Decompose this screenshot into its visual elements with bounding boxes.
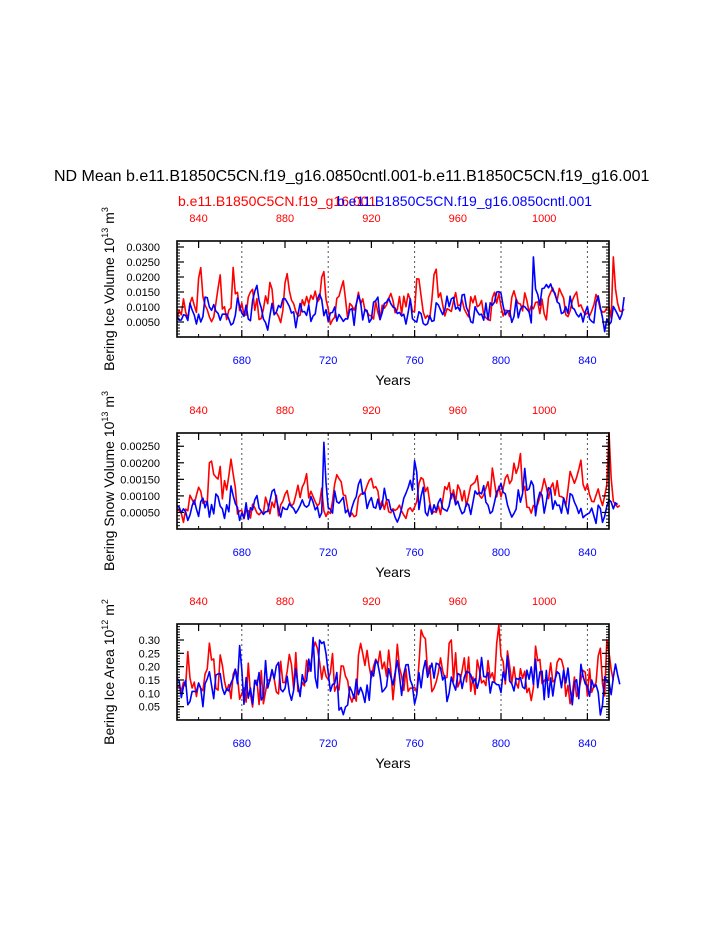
bottom-tick-label: 760 xyxy=(405,738,423,750)
bottom-tick-label: 720 xyxy=(319,738,337,750)
bottom-tick-label: 680 xyxy=(233,547,251,559)
bottom-tick-label: 840 xyxy=(578,738,596,750)
bottom-tick-label: 720 xyxy=(319,547,337,559)
series-line-blue xyxy=(176,256,625,333)
top-tick-label: 840 xyxy=(189,405,207,417)
y-tick-label: 0.00100 xyxy=(120,491,160,503)
charts-group: 680 720 760 800 840 840 880 920 960 1000 0.0050 0.0… xyxy=(100,207,625,771)
top-tick-label: 840 xyxy=(189,213,207,225)
top-tick-label: 880 xyxy=(276,405,294,417)
y-tick-label: 0.10 xyxy=(139,688,160,700)
y-axis-label-part: m xyxy=(101,604,117,620)
top-tick-label: 960 xyxy=(449,405,467,417)
y-tick-label: 0.00200 xyxy=(120,458,160,470)
top-tick-label: 880 xyxy=(276,596,294,608)
top-tick-label: 960 xyxy=(449,596,467,608)
y-axis-label-part: m xyxy=(101,212,117,228)
bottom-tick-label: 800 xyxy=(492,547,510,559)
y-tick-label: 0.30 xyxy=(139,635,160,647)
top-tick-label: 1000 xyxy=(532,596,556,608)
bottom-tick-label: 840 xyxy=(578,547,596,559)
y-tick-label: 0.15 xyxy=(139,675,160,687)
y-axis-label-part: Bering Snow Volume 10 xyxy=(101,421,117,571)
bottom-tick-label: 800 xyxy=(492,355,510,367)
series-line-blue xyxy=(176,441,619,525)
top-tick-label: 920 xyxy=(362,405,380,417)
y-axis-label-part: Bering Ice Area 10 xyxy=(101,629,117,744)
top-tick-label: 920 xyxy=(362,596,380,608)
top-tick-label: 880 xyxy=(276,213,294,225)
y-tick-label: 0.00150 xyxy=(120,474,160,486)
y-tick-label: 0.25 xyxy=(139,648,160,660)
top-tick-label: 1000 xyxy=(532,405,556,417)
y-tick-label: 0.0250 xyxy=(126,257,160,269)
chart-panel-1: 680 720 760 800 840 840 880 920 960 1000 0.0050 0.0… xyxy=(100,207,625,388)
y-axis-label-part: 12 xyxy=(100,620,110,630)
y-tick-label: 0.0200 xyxy=(126,272,160,284)
chart-panel-2: 680 720 760 800 840 840 880 920 960 1000 0.00050 0.… xyxy=(100,391,621,580)
top-tick-label: 1000 xyxy=(532,213,556,225)
figure-title: ND Mean b.e11.B1850C5CN.f19_g16.0850cntl… xyxy=(54,168,649,185)
y-tick-label: 0.0100 xyxy=(126,302,160,314)
bottom-tick-label: 680 xyxy=(233,355,251,367)
legend-label-blue: b.e11.B1850C5CN.f19_g16.0850cntl.001 xyxy=(337,193,592,209)
y-axis-label-part: m xyxy=(101,396,117,412)
bottom-tick-label: 760 xyxy=(405,547,423,559)
y-axis-label-part: Bering Ice Volume 10 xyxy=(101,238,117,371)
y-axis-label: Bering Snow Volume 1013 m3 xyxy=(100,391,117,571)
top-tick-label: 960 xyxy=(449,213,467,225)
y-tick-label: 0.20 xyxy=(139,662,160,674)
series-line-blue xyxy=(176,636,621,716)
y-tick-label: 0.0300 xyxy=(126,242,160,254)
y-axis-label-part: 2 xyxy=(100,599,110,604)
y-axis-label-part: 3 xyxy=(100,207,110,212)
bottom-tick-label: 760 xyxy=(405,355,423,367)
top-tick-label: 840 xyxy=(189,596,207,608)
y-tick-label: 0.00050 xyxy=(120,507,160,519)
x-axis-label: Years xyxy=(375,564,410,580)
y-tick-label: 0.00250 xyxy=(120,441,160,453)
series-line-red xyxy=(176,256,625,326)
y-axis-label-part: 13 xyxy=(100,412,110,422)
y-axis-label: Bering Ice Volume 1013 m3 xyxy=(100,207,117,371)
y-tick-label: 0.0150 xyxy=(126,287,160,299)
y-tick-label: 0.0050 xyxy=(126,317,160,329)
bottom-tick-label: 720 xyxy=(319,355,337,367)
x-axis-label: Years xyxy=(375,755,410,771)
y-tick-label: 0.05 xyxy=(139,702,160,714)
y-axis-label-part: 3 xyxy=(100,391,110,396)
bottom-tick-label: 800 xyxy=(492,738,510,750)
top-tick-label: 920 xyxy=(362,213,380,225)
series-line-red xyxy=(176,431,621,524)
bottom-tick-label: 840 xyxy=(578,355,596,367)
y-axis-label: Bering Ice Area 1012 m2 xyxy=(100,599,117,745)
x-axis-label: Years xyxy=(375,372,410,388)
y-axis-label-part: 13 xyxy=(100,228,110,238)
bottom-tick-label: 680 xyxy=(233,738,251,750)
legend-label-red: b.e11.B1850C5CN.f19_g16.001 xyxy=(178,193,376,209)
